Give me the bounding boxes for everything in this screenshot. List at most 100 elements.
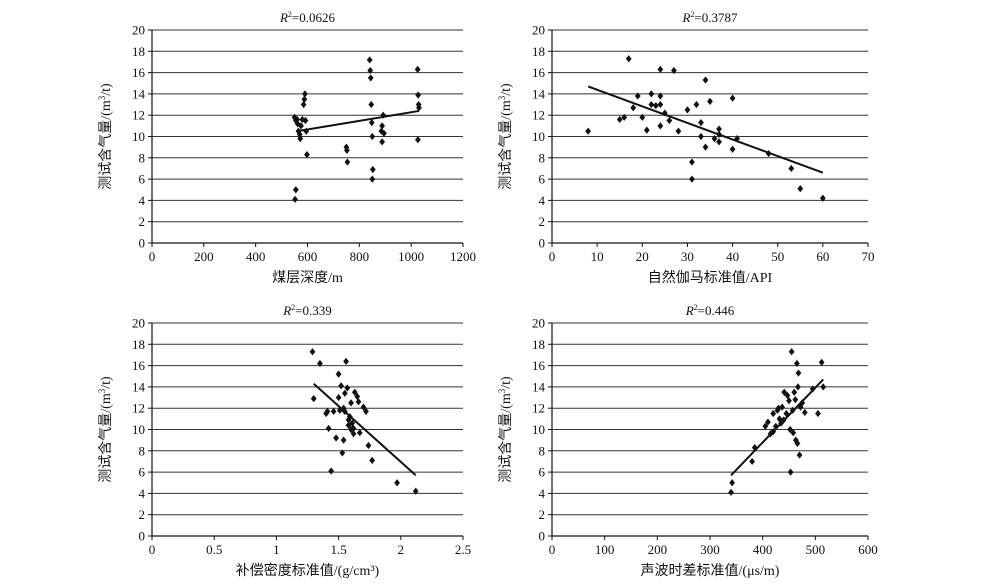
data-point-diamond [344, 146, 350, 154]
y-axis-label-sup: 3 [497, 95, 507, 100]
y-tick-label: 12 [132, 401, 145, 416]
y-tick-label: 10 [532, 422, 545, 437]
y-tick-label: 20 [532, 23, 545, 38]
data-point-diamond [657, 65, 664, 74]
y-axis-label-sup: 3 [97, 95, 107, 100]
data-point-diamond [786, 397, 792, 405]
data-point-diamond [302, 116, 309, 125]
y-tick-label: 18 [532, 44, 545, 59]
data-point-diamond [634, 92, 641, 100]
data-point-diamond [762, 422, 769, 430]
data-point-diamond [350, 430, 357, 438]
y-tick-label: 14 [532, 379, 546, 394]
data-point-diamond [648, 100, 655, 109]
data-point-diamond [415, 136, 421, 144]
data-point-diamond [767, 430, 774, 438]
data-point-diamond [809, 385, 816, 393]
data-point-diamond [368, 119, 375, 127]
x-tick-label: 300 [700, 542, 720, 557]
y-axis-label: 测试含气量/(m3/t) [497, 376, 514, 483]
data-point-diamond [346, 413, 353, 421]
data-point-diamond [344, 158, 351, 166]
y-tick-label: 4 [539, 486, 546, 501]
data-point-diamond [791, 388, 798, 396]
data-point-diamond [693, 100, 700, 109]
data-point-diamond [776, 415, 783, 423]
data-point-diamond [765, 418, 771, 426]
data-point-diamond [728, 488, 734, 496]
y-tick-label: 8 [539, 150, 546, 165]
y-tick-label: 4 [139, 193, 146, 208]
y-tick-label: 0 [139, 529, 146, 544]
r-squared-symbol: R [681, 10, 690, 25]
data-point-diamond [369, 132, 376, 141]
data-point-diamond [751, 444, 758, 452]
data-point-diamond [666, 116, 673, 125]
data-point-diamond [702, 143, 709, 151]
y-axis-label-main: 测试含气量/(m [98, 393, 114, 483]
data-point-diamond [772, 422, 779, 430]
data-point-diamond [729, 94, 736, 102]
data-point-diamond [356, 429, 363, 437]
data-point-diamond [630, 104, 637, 112]
data-point-diamond [297, 135, 304, 143]
data-point-diamond [301, 95, 308, 103]
y-tick-label: 4 [539, 193, 546, 208]
r-squared-value: =0.0626 [292, 10, 336, 25]
x-tick-label: 0 [149, 542, 156, 557]
data-point-diamond [309, 348, 316, 356]
y-tick-label: 6 [539, 465, 546, 480]
y-tick-label: 18 [532, 337, 545, 352]
data-point-diamond [788, 164, 795, 173]
data-point-diamond [345, 416, 352, 424]
y-tick-label: 20 [532, 316, 545, 331]
r-squared-value: =0.3787 [694, 10, 738, 25]
data-point-diamond [815, 409, 821, 418]
y-tick-label: 18 [132, 337, 145, 352]
data-point-diamond [367, 66, 374, 75]
data-point-diamond [643, 126, 650, 134]
data-point-diamond [294, 115, 301, 124]
data-point-diamond [381, 129, 387, 137]
y-axis-label-end: /t) [499, 83, 514, 96]
x-tick-label: 400 [753, 542, 773, 557]
data-point-diamond [324, 407, 331, 415]
x-tick-label: 600 [298, 249, 318, 264]
data-point-diamond [775, 404, 782, 412]
r-squared-sup: 2 [288, 10, 292, 19]
data-point-diamond [820, 383, 827, 391]
x-axis-label: 自然伽马标准值/API [648, 269, 773, 286]
r-squared-value: =0.339 [295, 303, 332, 318]
y-tick-label: 20 [132, 23, 145, 38]
y-axis-label-end: /t) [499, 376, 514, 389]
y-tick-label: 8 [139, 150, 146, 165]
y-tick-label: 12 [532, 108, 545, 123]
r-squared-symbol: R [282, 303, 291, 318]
data-point-diamond [291, 113, 298, 121]
y-tick-label: 16 [132, 65, 146, 80]
x-tick-label: 100 [595, 542, 615, 557]
data-point-diamond [294, 120, 301, 128]
data-point-diamond [415, 91, 422, 99]
data-point-diamond [317, 359, 323, 368]
y-tick-label: 10 [132, 129, 145, 144]
x-tick-label: 40 [726, 249, 739, 264]
y-tick-label: 8 [139, 443, 146, 458]
data-point-diamond [366, 56, 373, 64]
data-point-diamond [303, 127, 310, 135]
x-tick-label: 1 [273, 542, 280, 557]
data-point-diamond [369, 165, 376, 174]
data-point-diamond [325, 424, 332, 433]
x-tick-label: 1000 [398, 249, 424, 264]
trendline [296, 109, 420, 133]
r-squared-title: R2=0.0626 [279, 10, 336, 25]
data-point-diamond [788, 348, 795, 356]
data-point-diamond [621, 113, 628, 121]
y-axis-label: 测试含气量/(m3/t) [497, 83, 514, 190]
x-axis-label: 补偿密度标准值/(g/cm³) [236, 562, 380, 579]
data-point-diamond [661, 109, 668, 117]
data-point-diamond [585, 127, 591, 135]
data-point-diamond [616, 115, 623, 124]
